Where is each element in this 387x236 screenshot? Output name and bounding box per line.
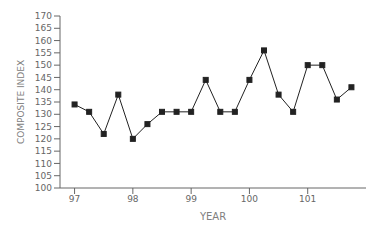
- svg-text:140: 140: [35, 85, 52, 95]
- svg-text:165: 165: [35, 23, 52, 33]
- svg-text:125: 125: [35, 122, 52, 132]
- svg-text:115: 115: [35, 146, 52, 156]
- svg-text:100: 100: [35, 183, 52, 193]
- svg-text:98: 98: [127, 194, 139, 204]
- svg-text:155: 155: [35, 48, 52, 58]
- svg-text:160: 160: [35, 36, 52, 46]
- svg-text:110: 110: [35, 159, 52, 169]
- svg-text:105: 105: [35, 171, 52, 181]
- svg-text:99: 99: [185, 194, 197, 204]
- svg-text:170: 170: [35, 11, 52, 21]
- svg-text:120: 120: [35, 134, 52, 144]
- svg-text:101: 101: [299, 194, 316, 204]
- svg-text:100: 100: [241, 194, 258, 204]
- svg-text:97: 97: [69, 194, 80, 204]
- svg-text:COMPOSITE INDEX: COMPOSITE INDEX: [16, 60, 26, 144]
- svg-text:145: 145: [35, 73, 52, 83]
- svg-text:150: 150: [35, 60, 52, 70]
- svg-text:130: 130: [35, 109, 52, 119]
- svg-text:135: 135: [35, 97, 52, 107]
- svg-text:YEAR: YEAR: [199, 211, 226, 222]
